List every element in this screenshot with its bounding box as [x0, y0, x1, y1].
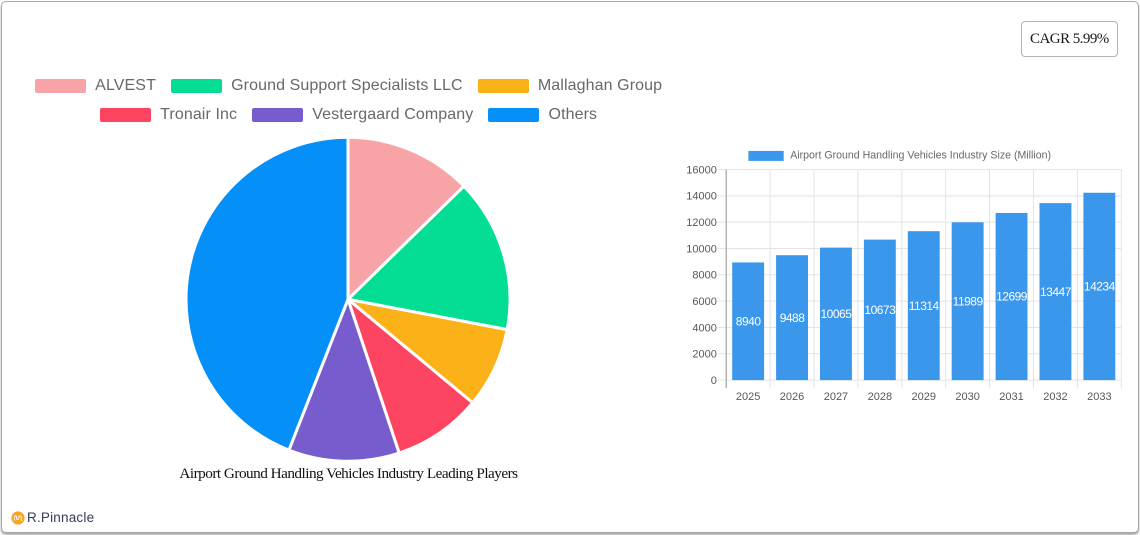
svg-text:11314: 11314 — [909, 299, 940, 313]
svg-text:8940: 8940 — [736, 314, 762, 328]
svg-text:2031: 2031 — [999, 391, 1023, 403]
svg-text:2025: 2025 — [736, 391, 760, 403]
svg-text:2032: 2032 — [1043, 391, 1067, 403]
svg-text:13447: 13447 — [1040, 285, 1072, 299]
svg-text:2000: 2000 — [692, 349, 716, 361]
svg-text:12699: 12699 — [996, 290, 1028, 304]
svg-text:10065: 10065 — [821, 307, 853, 321]
svg-text:16000: 16000 — [686, 164, 717, 176]
svg-text:2033: 2033 — [1087, 391, 1111, 403]
svg-text:6000: 6000 — [692, 296, 716, 308]
svg-text:4000: 4000 — [692, 322, 716, 334]
svg-text:9488: 9488 — [780, 311, 806, 325]
svg-text:11989: 11989 — [953, 294, 984, 308]
svg-text:2029: 2029 — [912, 391, 936, 403]
svg-text:2028: 2028 — [868, 391, 892, 403]
svg-text:14000: 14000 — [686, 191, 717, 203]
svg-text:2026: 2026 — [780, 391, 804, 403]
svg-text:8000: 8000 — [692, 270, 716, 282]
svg-text:2030: 2030 — [955, 391, 979, 403]
svg-text:Airport Ground Handling Vehicl: Airport Ground Handling Vehicles Industr… — [790, 149, 1051, 161]
svg-text:10673: 10673 — [864, 303, 896, 317]
svg-text:0: 0 — [711, 375, 717, 387]
svg-text:14234: 14234 — [1084, 280, 1116, 294]
svg-text:12000: 12000 — [686, 217, 717, 229]
svg-text:10000: 10000 — [686, 243, 717, 255]
svg-text:2027: 2027 — [824, 391, 848, 403]
